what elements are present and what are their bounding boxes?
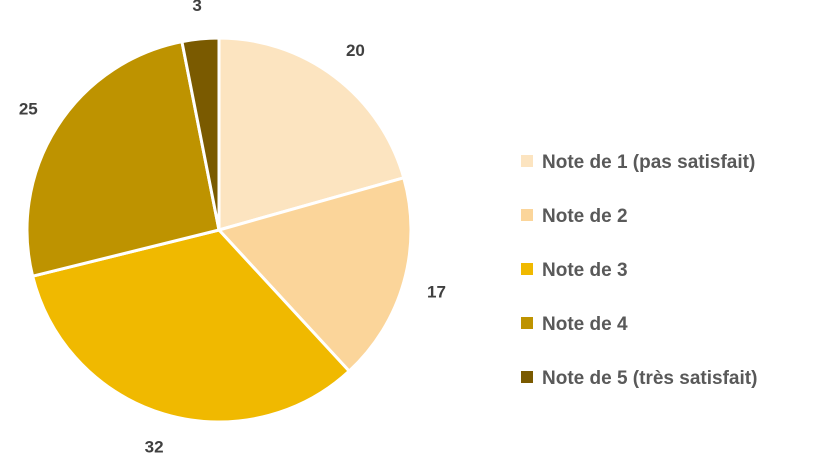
legend-swatch-4 (521, 317, 533, 329)
data-labels: 20 17 32 25 3 (19, 0, 446, 457)
pie-slice-1 (217, 36, 406, 232)
legend-label-3: Note de 3 (542, 260, 628, 281)
legend-swatch-5 (521, 371, 533, 383)
pie-slice-2 (217, 176, 413, 373)
legend-label-2: Note de 2 (542, 206, 628, 227)
legend: Note de 1 (pas satisfait) Note de 2 Note d… (521, 152, 757, 389)
data-label-3: 32 (145, 438, 164, 457)
pie-slice-5 (180, 36, 221, 232)
pie-slice-3 (31, 228, 351, 424)
data-label-5: 3 (192, 0, 201, 15)
legend-label-1: Note de 1 (pas satisfait) (542, 152, 755, 173)
legend-label-5: Note de 5 (très satisfait) (542, 368, 757, 389)
data-label-1: 20 (346, 41, 365, 60)
legend-swatch-1 (521, 155, 533, 167)
legend-label-4: Note de 4 (542, 314, 628, 335)
pie-slice-4 (25, 40, 221, 278)
legend-swatch-3 (521, 263, 533, 275)
pie-slices (25, 36, 413, 424)
data-label-4: 25 (19, 100, 38, 119)
data-label-2: 17 (427, 282, 446, 301)
legend-swatch-2 (521, 209, 533, 221)
